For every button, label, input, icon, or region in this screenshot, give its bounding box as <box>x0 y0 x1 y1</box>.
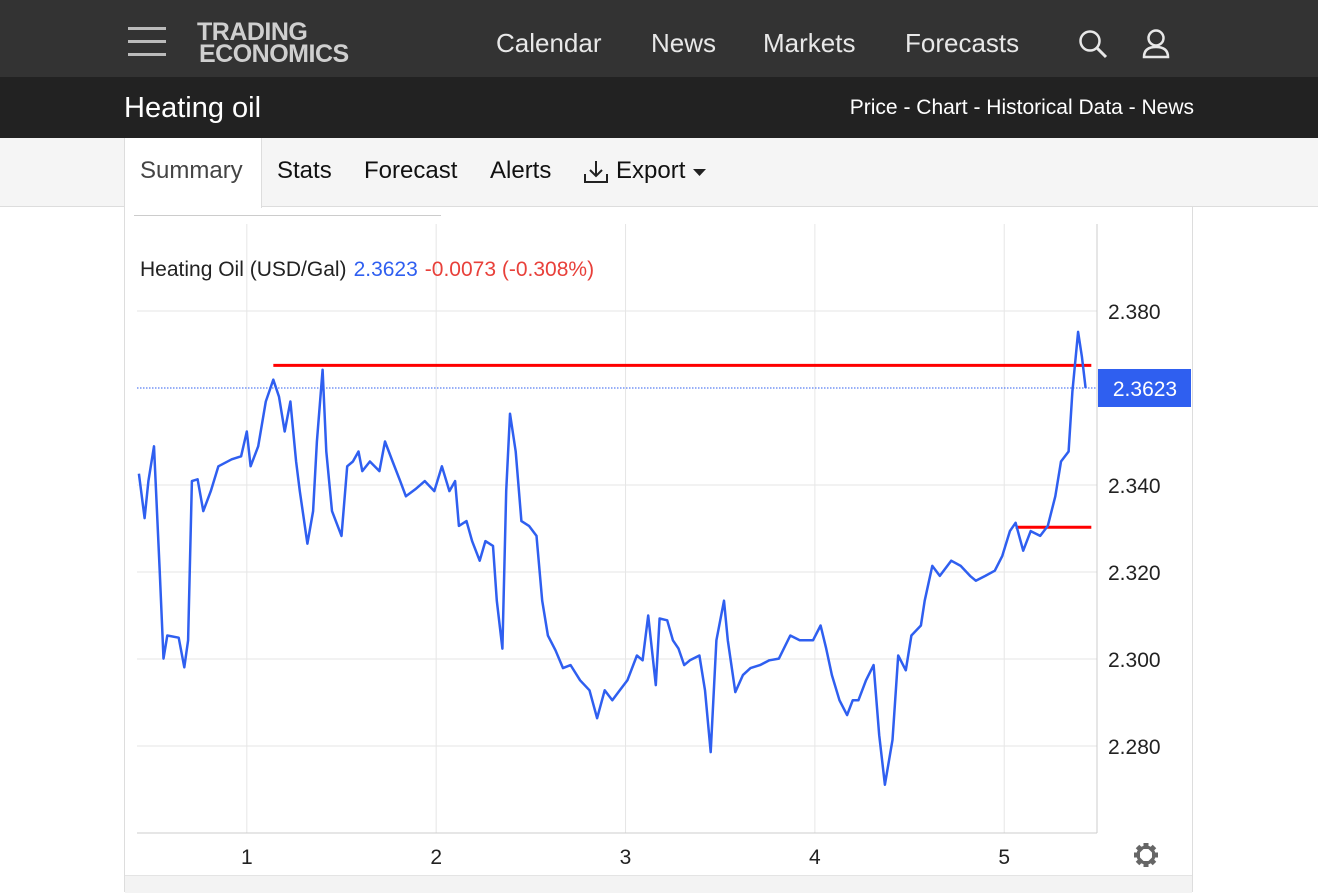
x-tick-label: 4 <box>809 846 821 869</box>
breadcrumb[interactable]: Price - Chart - Historical Data - News <box>849 96 1194 119</box>
gear-body <box>1136 845 1156 865</box>
title-bar: Heating oil Price - Chart - Historical D… <box>0 77 1318 138</box>
nav-link[interactable]: Forecasts <box>905 28 1020 58</box>
price-marker <box>1098 368 1191 407</box>
logo-line[interactable]: TRADING <box>197 18 308 46</box>
price-line <box>137 330 1087 786</box>
active-tab-bg <box>124 138 262 208</box>
divider <box>134 215 441 216</box>
legend-item: Heating Oil (USD/Gal) <box>140 258 347 281</box>
footer-band <box>125 875 1192 893</box>
nav-link[interactable]: Calendar <box>496 28 602 58</box>
logo-line[interactable]: ECONOMICS <box>199 40 349 68</box>
legend-item: 2.3623 <box>354 258 418 281</box>
user-icon[interactable] <box>1141 28 1171 60</box>
nav-link[interactable]: Markets <box>763 28 856 58</box>
chart: 2.280 2.300 2.320 2.340 2.380 1 2 3 4 5 Heating Oi… <box>137 224 1191 869</box>
y-tick-label: 2.380 <box>1108 301 1161 324</box>
tab[interactable]: Alerts <box>490 157 552 184</box>
content-panel <box>124 207 1193 892</box>
x-tick-label: 3 <box>620 846 632 869</box>
price-marker-label: 2.3623 <box>1113 378 1177 401</box>
tab[interactable]: Stats <box>277 157 332 184</box>
y-tick-label: 2.340 <box>1108 475 1161 498</box>
x-tick-label: 1 <box>241 846 253 869</box>
y-tick-label: 2.320 <box>1108 562 1161 585</box>
menu-icon[interactable] <box>128 26 166 58</box>
page-title: Heating oil <box>124 92 262 124</box>
settings-icon[interactable] <box>1134 843 1158 867</box>
top-nav: TRADING ECONOMICS Calendar News Markets … <box>0 0 1318 77</box>
search-icon[interactable] <box>1078 29 1110 61</box>
x-tick-label: 2 <box>430 846 442 869</box>
legend: Heating Oil (USD/Gal) 2.3623 -0.0073 (-0.3… <box>140 258 594 281</box>
tabs-bar <box>0 138 1318 208</box>
export-icon[interactable] <box>583 159 611 185</box>
y-tick-label: 2.280 <box>1108 736 1161 759</box>
tab[interactable]: Summary <box>140 157 243 184</box>
x-tick-label: 5 <box>998 846 1010 869</box>
tab[interactable]: Forecast <box>364 157 458 184</box>
tab[interactable]: Export <box>616 157 686 184</box>
y-tick-label: 2.300 <box>1108 649 1161 672</box>
legend-item: -0.0073 (-0.308%) <box>425 258 594 281</box>
nav-link[interactable]: News <box>651 28 717 58</box>
dropdown-caret <box>693 169 706 176</box>
